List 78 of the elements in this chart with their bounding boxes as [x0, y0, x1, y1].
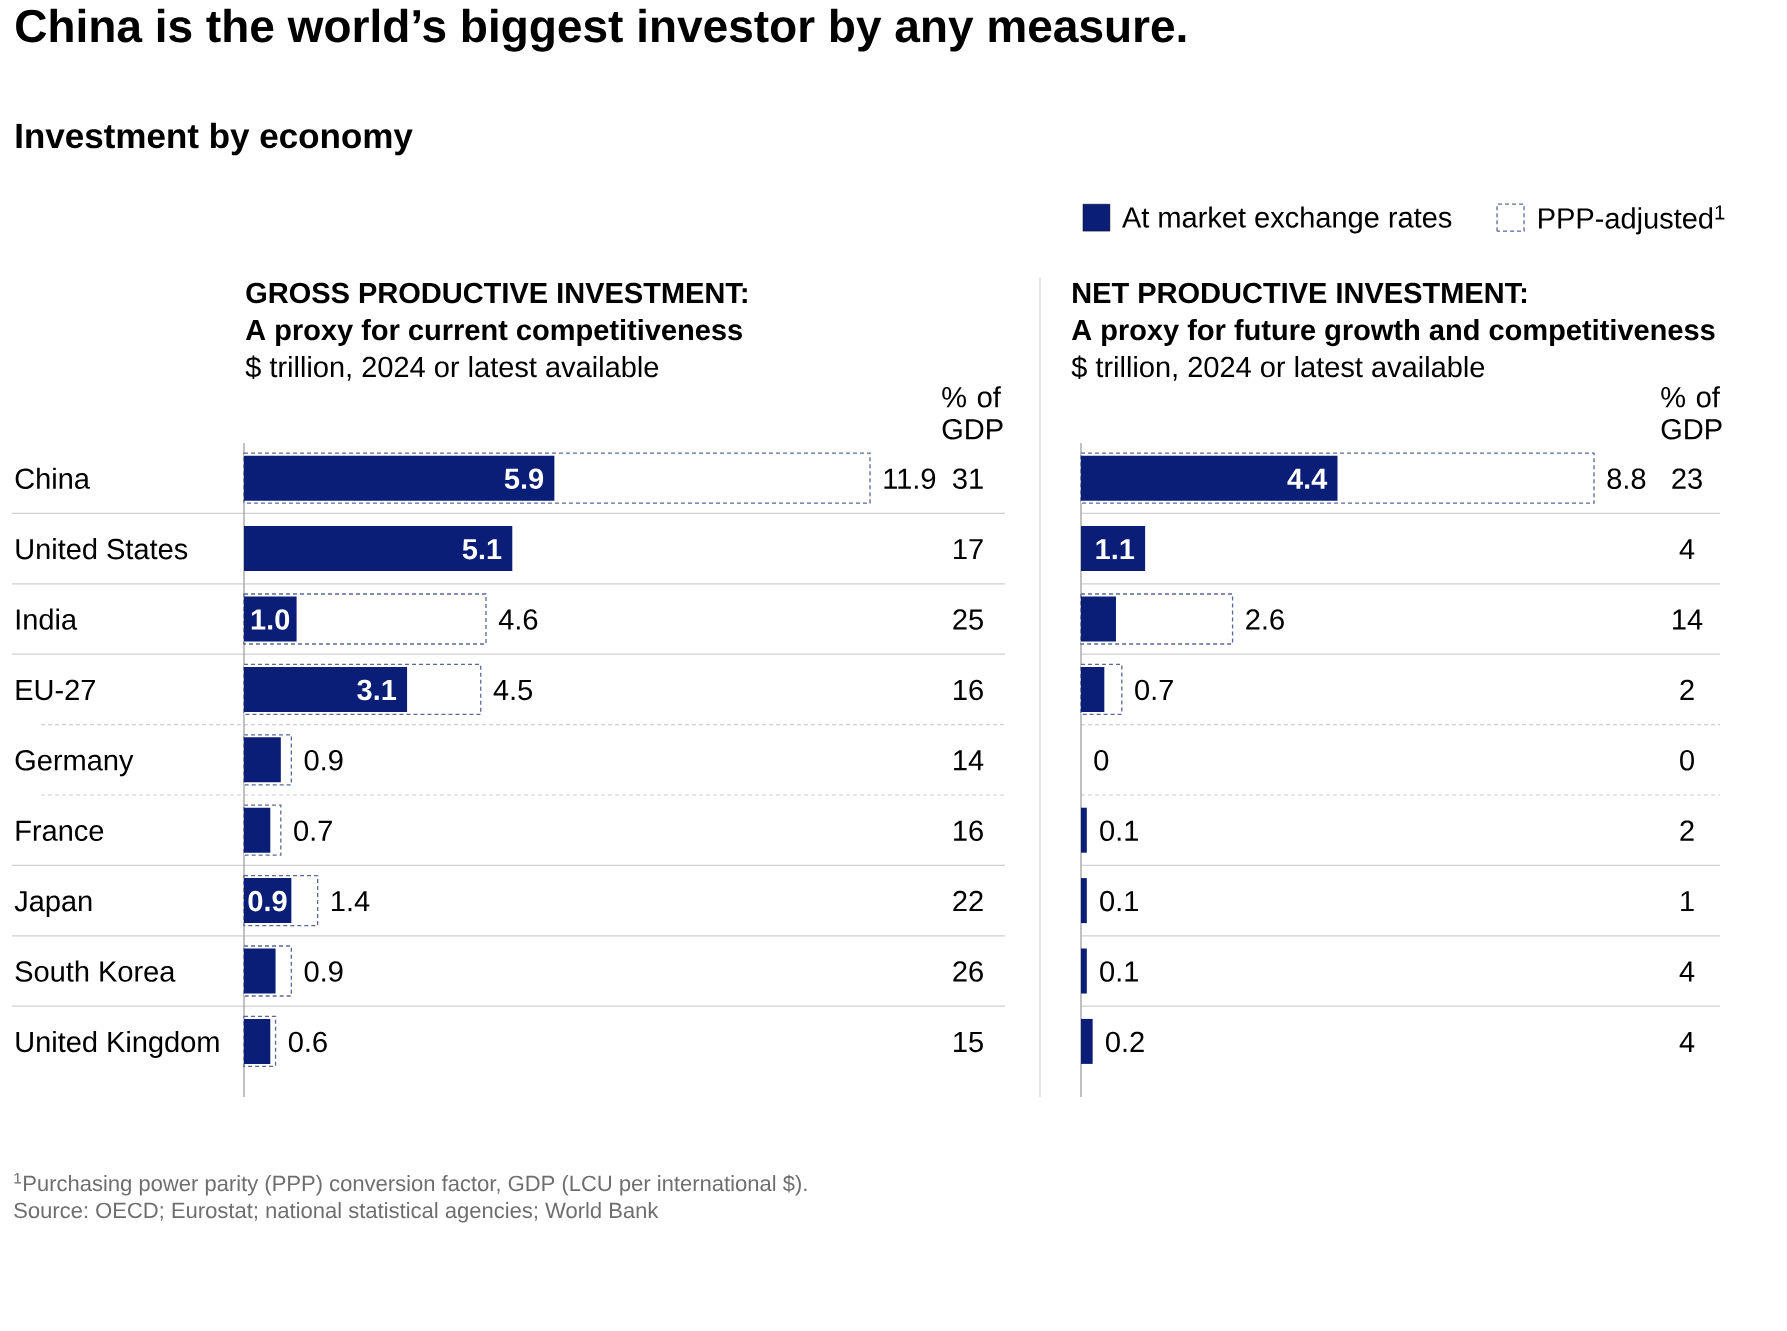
data-label: 4 [1679, 961, 1695, 982]
text: % of GDP [942, 386, 1003, 440]
legend-label: PPP-adjusted$^{1}$ [1539, 205, 1725, 235]
data-label: 17 [954, 539, 983, 560]
bar [1081, 948, 1087, 994]
y-tick-label: Germany [15, 750, 134, 777]
data-label: 0.1 [1100, 890, 1138, 912]
bar [1081, 807, 1087, 853]
y-tick-label: United Kingdom [16, 1030, 219, 1058]
data-label: 5.1 [462, 539, 502, 560]
bar [244, 807, 271, 853]
data-label: 1 [1681, 891, 1694, 912]
data-label: 2 [1680, 820, 1694, 841]
bar [244, 526, 513, 572]
x-axis-title: $ trillion, 2024 or latest available [245, 355, 659, 381]
bar [244, 455, 555, 501]
data-label: 25 [953, 609, 983, 630]
bar [244, 948, 276, 994]
y-tick-label: China [15, 467, 90, 489]
data-label: 1.1 [1096, 539, 1135, 560]
data-label: 31 [952, 468, 983, 489]
chart-title: GROSS PRODUCTIVE INVESTMENT: [246, 282, 747, 304]
text: $^{1}$Purchasing power parity (PPP) conversion factor, GDP (LCU per international $). [14, 1172, 807, 1196]
data-label: 0.1 [1100, 820, 1138, 841]
data-label: 4 [1679, 1031, 1695, 1052]
bar [1081, 455, 1338, 501]
data-label: 14 [1673, 609, 1703, 630]
data-label: 0.9 [304, 750, 343, 771]
data-label: 0.1 [1100, 961, 1138, 982]
data-label: 15 [954, 1031, 983, 1053]
bar [1081, 878, 1087, 924]
data-label: 23 [1672, 468, 1702, 489]
bar [1081, 526, 1146, 572]
data-label: 26 [953, 961, 983, 982]
data-label: 4 [1679, 539, 1695, 560]
data-label: 0.7 [294, 820, 332, 841]
data-label: 0 [1094, 750, 1109, 771]
data-label: 0.2 [1106, 1031, 1144, 1053]
data-label: 16 [954, 820, 983, 841]
data-label: 4.6 [498, 609, 538, 630]
data-label: 22 [953, 890, 983, 912]
data-label: 8.8 [1607, 468, 1646, 489]
data-label: 11.9 [884, 468, 936, 489]
source-note: Source: OECD; Eurostat; national statistical agencies; World Bank [14, 1202, 659, 1223]
data-label: 16 [954, 679, 983, 701]
data-label: 4.4 [1287, 468, 1328, 489]
chart-title: NET PRODUCTIVE INVESTMENT: [1073, 282, 1527, 304]
data-label: 1.4 [332, 891, 370, 912]
bar [1081, 1018, 1093, 1064]
data-label: 1.0 [251, 609, 290, 630]
y-tick-label: EU-27 [16, 679, 95, 701]
data-label: 0 [1680, 750, 1694, 771]
text: % of GDP [1661, 386, 1722, 440]
bar [244, 666, 408, 712]
x-axis-title: $ trillion, 2024 or latest available [1071, 355, 1485, 381]
data-label: 2 [1680, 679, 1694, 700]
legend-label: At market exchange rates [1122, 206, 1452, 234]
data-label: 0.9 [304, 961, 343, 982]
bar [244, 737, 281, 783]
data-label: 0.6 [288, 1031, 327, 1053]
data-label: 0.9 [248, 890, 287, 912]
text: China is the world’s biggest investor by any measure. [16, 8, 1186, 52]
chart-subtitle: A proxy for future growth and competitiveness [1071, 318, 1715, 347]
data-label: 3.1 [357, 679, 397, 701]
chart-subtitle: A proxy for current competitiveness [245, 318, 742, 346]
data-label: 14 [954, 750, 984, 771]
data-label: 4.5 [493, 679, 533, 701]
y-tick-label: Japan [14, 891, 92, 918]
bar [1081, 596, 1116, 642]
bar [1081, 666, 1105, 712]
y-tick-label: United States [16, 538, 188, 560]
data-label: 5.9 [504, 468, 544, 489]
y-tick-label: South Korea [15, 960, 176, 982]
y-tick-label: France [16, 820, 104, 841]
y-tick-label: India [16, 608, 78, 630]
data-label: 0.7 [1135, 679, 1173, 701]
text: Investment by economy [16, 122, 413, 156]
data-label: 2.6 [1246, 609, 1284, 630]
